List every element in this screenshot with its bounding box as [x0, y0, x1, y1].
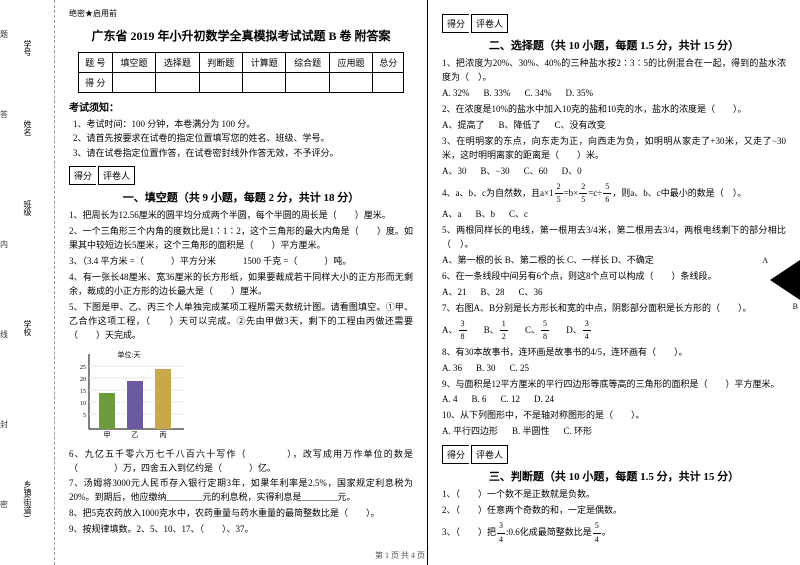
s2-q8-opts: A. 36B. 30C. 25: [442, 362, 786, 376]
s2-q3-opts: A、30B、−30C、60D、0: [442, 165, 786, 179]
svg-text:5: 5: [83, 413, 86, 419]
s2-q8: 8、有30本故事书，连环画是故事书的4/5，连环画有（ ）。: [442, 346, 786, 360]
svg-text:20: 20: [80, 377, 86, 383]
triangle-figure: [770, 260, 800, 300]
s3-q3: 3、（ ）把34:0.6化成最简整数比是54。: [442, 520, 786, 546]
gutter-label-id: 学号: [22, 40, 33, 56]
seal-mark-2: 答: [0, 110, 10, 118]
s2-q7-opts: A、38 B、12 C、58 D、34: [442, 318, 786, 344]
s2-q1: 1、把浓度为20%、30%、40%的三种盐水按2∶3∶5的比例混合在一起，得到的…: [442, 57, 786, 85]
section3-title: 三、判断题（共 10 小题，每题 1.5 分，共计 15 分）: [442, 468, 786, 484]
s2-q1-opts: A. 32%B. 33%C. 34%D. 35%: [442, 87, 786, 101]
svg-text:15: 15: [80, 389, 86, 395]
s1-q3: 3、（3.4 平方米 =（ ）平方分米 1500 千克 =（ ）吨。: [69, 255, 413, 269]
seal-mark-1: 题: [0, 30, 10, 38]
notice-1: 1、考试时间：100 分钟，本卷满分为 100 分。: [73, 117, 413, 131]
s1-q7: 7、汤姆将3000元人民币存入银行定期3年，如果年利率是2.5%，国家规定利息税…: [69, 477, 413, 505]
seal-mark-3: 内: [0, 240, 10, 248]
svg-text:乙: 乙: [132, 431, 139, 439]
gutter-label-school: 学校: [22, 320, 33, 336]
notice-head: 考试须知：: [69, 99, 413, 114]
gutter-label-town: 乡镇(街道): [22, 480, 33, 517]
svg-text:丙: 丙: [160, 431, 167, 439]
col-head-6: 应用题: [329, 53, 372, 73]
col-head-5: 综合题: [286, 53, 329, 73]
s2-q5: 5、两根同样长的电线，第一根用去3/4米，第二根用去3/4，两根电线剩下的部分相…: [442, 224, 786, 252]
score-bar-1: 得分 评卷人: [69, 166, 413, 185]
bar-chart: 单位:天 5 10 15 20 25 甲 乙 丙: [69, 349, 189, 439]
s2-q10-opts: A. 平行四边形B. 半圆性C. 环形: [442, 425, 786, 439]
s1-q9: 9、按规律填数。2、5、10、17、（ ）、37。: [69, 523, 413, 537]
seal-mark-6: 密: [0, 500, 10, 508]
tri-label-a: A: [762, 256, 768, 265]
s3-q1: 1、（ ）一个数不是正数就是负数。: [442, 488, 786, 502]
s2-q4: 4、a、b、c为自然数，且a×125=b×25=c÷56，则a、b、c中最小的数…: [442, 181, 786, 207]
s1-q5: 5、下图是甲、乙、丙三个人单独完成某项工程所需天数统计图。请看图填空。①甲、乙合…: [69, 301, 413, 343]
page-footer: 第 1 页 共 4 页: [0, 550, 800, 561]
score-left: 得分: [69, 166, 96, 185]
section2-title: 二、选择题（共 10 小题，每题 1.5 分，共计 15 分）: [442, 37, 786, 53]
s2-q2-opts: A、提高了B、降低了C、没有改变: [442, 119, 786, 133]
score-bar-2: 得分 评卷人: [442, 14, 786, 33]
svg-text:单位:天: 单位:天: [118, 350, 141, 359]
col-head-0: 题 号: [78, 53, 112, 73]
s3-q2: 2、（ ）任意两个奇数的和，一定是偶数。: [442, 504, 786, 518]
right-column: 得分 评卷人 二、选择题（共 10 小题，每题 1.5 分，共计 15 分） 1…: [428, 0, 800, 565]
s1-q1: 1、把周长为12.56厘米的圆平均分成两个半圆，每个半圆的周长是（ ）厘米。: [69, 209, 413, 223]
s2-q4-opts: A、aB、bC、c: [442, 208, 786, 222]
s2-q10: 10、从下列图形中，不是轴对称图形的是（ ）。: [442, 409, 786, 423]
s2-q6-opts: A、21B、28C、36: [442, 286, 786, 300]
s2-q9: 9、与面积是12平方厘米的平行四边形等底等高的三角形的面积是（ ）平方厘米。: [442, 378, 786, 392]
binding-gutter: 学号 姓名 班级 学校 乡镇(街道) 题 答 内 线 封 密: [0, 0, 55, 565]
notice-list: 1、考试时间：100 分钟，本卷满分为 100 分。 2、请首先按要求在试卷的指…: [69, 117, 413, 160]
score-table: 题 号 填空题 选择题 判断题 计算题 综合题 应用题 总分 得 分: [78, 52, 405, 93]
col-head-7: 总分: [373, 53, 404, 73]
seal-mark-4: 线: [0, 330, 10, 338]
score-right: 评卷人: [98, 166, 135, 185]
gutter-label-name: 姓名: [22, 120, 33, 136]
gutter-label-class: 班级: [22, 200, 33, 216]
section1-title: 一、填空题（共 9 小题，每题 2 分，共计 18 分）: [69, 189, 413, 205]
left-column: 绝密★启用前 广东省 2019 年小升初数学全真模拟考试试题 B 卷 附答案 题…: [55, 0, 428, 565]
svg-text:10: 10: [80, 401, 86, 407]
s2-q7: 7、右图A、B分别是长方形长和宽的中点，阴影部分面积是长方形的（ ）。: [442, 302, 786, 316]
tri-label-b: B: [793, 302, 798, 311]
secret-mark: 绝密★启用前: [69, 8, 413, 19]
s2-q5-opts: A、第一根的长 B、第二根的长 C、一样长 D、不确定: [442, 254, 786, 268]
s1-q2: 2、一个三角形三个内角的度数比是1∶1∶2，这个三角形的最大内角是（ ）度。如果…: [69, 225, 413, 253]
s2-q9-opts: A. 4B. 6C. 12D. 24: [442, 393, 786, 407]
col-head-4: 计算题: [243, 53, 286, 73]
s1-q6: 6、九亿五千零六万七千八百六十写作（ ），改写成用万作单位的数是（ ）万，四舍五…: [69, 448, 413, 476]
col-head-2: 选择题: [156, 53, 199, 73]
seal-mark-5: 封: [0, 420, 10, 428]
s2-q6: 6、在一条线段中间另有6个点，则这8个点可以构成（ ）条线段。: [442, 270, 786, 284]
s2-q3: 3、在明明家的东点，向东走为正，向西走为负，如明明从家走了+30米，又走了−30…: [442, 135, 786, 163]
notice-2: 2、请首先按要求在试卷的指定位置填写您的姓名、班级、学号。: [73, 131, 413, 145]
exam-title: 广东省 2019 年小升初数学全真模拟考试试题 B 卷 附答案: [69, 27, 413, 44]
row2-label: 得 分: [78, 73, 112, 93]
s2-q2: 2、在浓度是10%的盐水中加入10克的盐和10克的水，盐水的浓度是（ ）。: [442, 103, 786, 117]
s1-q4: 4、有一张长48厘米、宽36厘米的长方形纸，如果要裁成若干同样大小的正方形而无剩…: [69, 271, 413, 299]
notice-3: 3、请在试卷指定位置作答，在试卷密封线外作答无效，不予评分。: [73, 146, 413, 160]
col-head-1: 填空题: [112, 53, 155, 73]
svg-text:25: 25: [80, 365, 86, 371]
col-head-3: 判断题: [199, 53, 242, 73]
s1-q8: 8、把5克农药放入1000克水中，农药重量与药水重量的最简整数比是（ ）。: [69, 507, 413, 521]
score-bar-3: 得分 评卷人: [442, 445, 786, 464]
svg-text:甲: 甲: [104, 431, 111, 439]
